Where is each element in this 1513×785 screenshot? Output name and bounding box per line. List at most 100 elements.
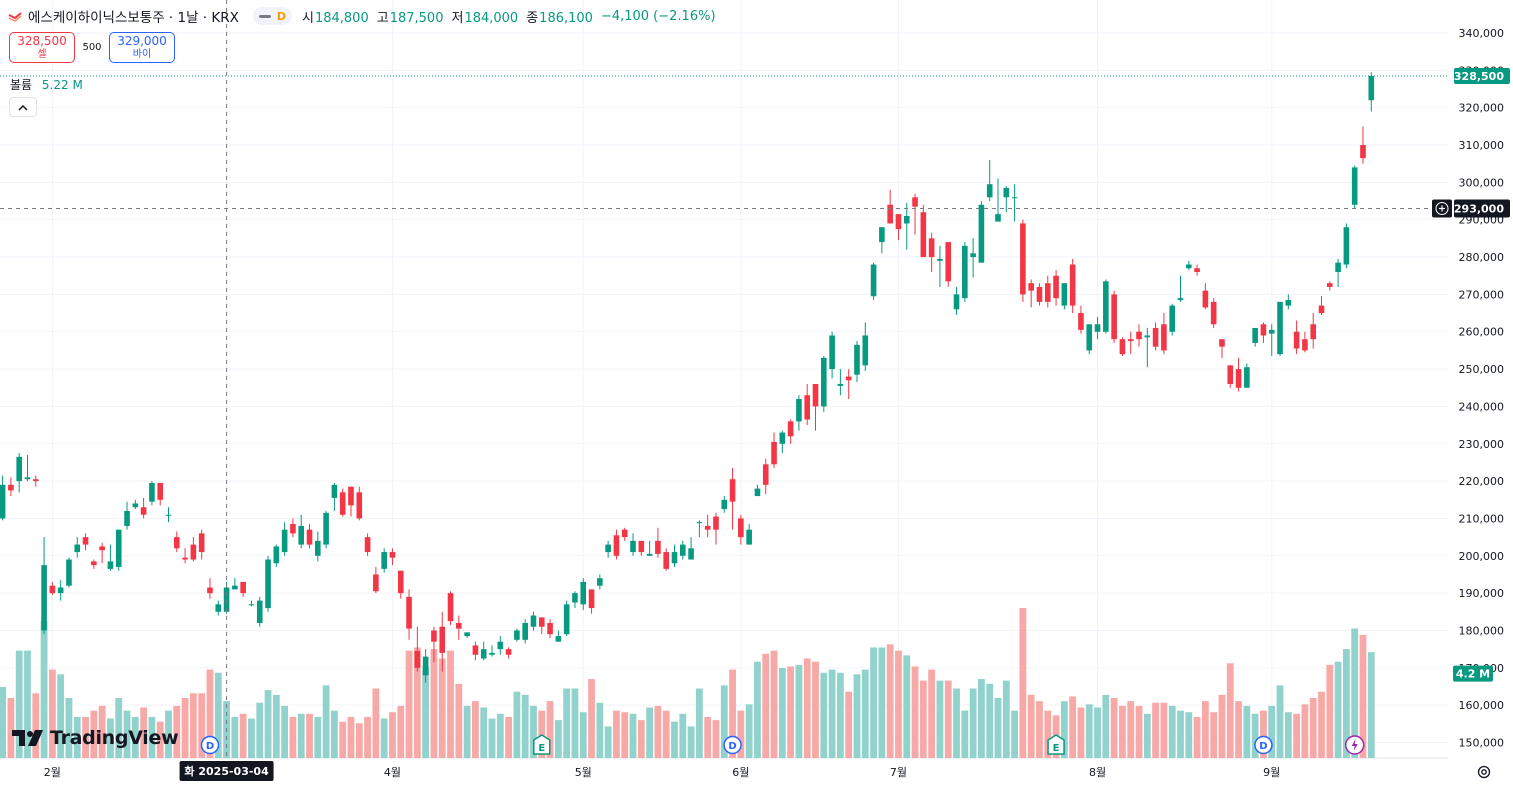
volume-bar — [596, 702, 604, 758]
volume-bar — [613, 710, 620, 758]
candle-body — [66, 559, 72, 586]
candle-body — [572, 593, 578, 603]
candle-body — [124, 510, 130, 526]
candle-body — [721, 499, 728, 510]
candle-body — [464, 632, 470, 637]
volume-bar — [1119, 705, 1126, 758]
volume-bar — [579, 712, 587, 758]
tradingview-logo[interactable]: TradingView — [12, 727, 179, 749]
volume-bar — [969, 688, 977, 758]
volume-bar — [397, 705, 405, 758]
volume-bar — [986, 683, 994, 758]
ohlc-value: 184,800 — [314, 10, 369, 26]
candle-body — [248, 604, 255, 606]
candle-body — [1327, 283, 1333, 287]
ohlc-key: 종 — [526, 10, 539, 26]
volume-bar — [413, 647, 421, 758]
volume-bar — [1226, 663, 1234, 758]
price-tick-label: 210,000 — [1459, 512, 1505, 525]
volume-bar — [704, 716, 712, 758]
volume-bar — [820, 672, 828, 758]
volume-bar — [189, 693, 197, 758]
candle-body — [1219, 339, 1225, 347]
candle-body — [787, 421, 794, 437]
volume-bar — [1077, 707, 1085, 758]
volume-bar — [604, 726, 612, 758]
volume-bar — [272, 694, 280, 758]
candle-body — [1302, 339, 1308, 351]
symbol-title[interactable]: 에스케이하이닉스보통주 · 1날 · KRX — [28, 10, 239, 26]
crosshair-price-tag — [1454, 199, 1510, 218]
volume-bar — [1185, 712, 1193, 758]
volume-bar — [1318, 691, 1325, 758]
price-tick-label: 150,000 — [1459, 737, 1505, 750]
candle-body — [281, 529, 288, 553]
volume-bar — [803, 658, 811, 758]
status-pill[interactable]: D — [252, 7, 292, 25]
candle-body — [903, 215, 910, 224]
volume-bar — [1301, 704, 1309, 758]
volume-bar — [745, 704, 753, 758]
candle-body — [1127, 339, 1134, 342]
candle-body — [754, 488, 761, 497]
candle-body — [1335, 262, 1341, 272]
candle-body — [165, 514, 172, 516]
volume-bar — [1152, 702, 1160, 758]
candle-body — [1368, 75, 1375, 101]
volume-bar — [115, 698, 123, 758]
month-label: 5월 — [575, 766, 592, 779]
volume-bar — [455, 683, 463, 758]
earnings-marker-label: E — [1053, 743, 1060, 754]
volume-bar — [629, 713, 637, 758]
last-price-tag — [1454, 67, 1510, 84]
order-quantity[interactable]: 500 — [82, 42, 102, 53]
dividend-marker — [1254, 735, 1273, 755]
candle-body — [315, 540, 321, 556]
sell-button[interactable]: 328,500 셀 — [9, 32, 75, 63]
buy-button[interactable]: 329,000 바이 — [109, 32, 175, 63]
candle-body — [1244, 367, 1250, 388]
candle-body — [149, 482, 155, 502]
volume-bar — [513, 691, 521, 758]
crosshair-price-label: 293,000 — [1454, 203, 1504, 216]
volume-bar — [621, 712, 629, 758]
volume-bar — [878, 647, 886, 758]
candle-body — [364, 537, 371, 553]
candle-body — [198, 533, 205, 553]
candle-body — [49, 585, 56, 594]
candle-body — [563, 604, 570, 635]
volume-bar — [1060, 701, 1068, 758]
candle-body — [671, 552, 678, 564]
candle-body — [1277, 301, 1283, 355]
collapse-legend-button[interactable] — [9, 97, 37, 117]
volume-bar — [289, 716, 297, 758]
gear-icon[interactable] — [1476, 764, 1492, 780]
candle-body — [1169, 305, 1175, 332]
volume-bar — [994, 698, 1002, 758]
volume-bar — [0, 686, 7, 758]
candle-body — [1136, 331, 1142, 340]
volume-bar — [107, 718, 114, 758]
volume-bar — [65, 698, 73, 758]
candle-body — [240, 581, 246, 594]
volume-bar — [654, 705, 662, 758]
volume-bar — [405, 650, 413, 758]
volume-bar — [82, 716, 89, 758]
volume-label: 볼륨 — [10, 78, 33, 92]
candle-body — [456, 623, 462, 629]
volume-bar — [90, 710, 98, 758]
candle-body — [522, 623, 528, 640]
volume-bar — [521, 694, 529, 758]
trade-panel: 328,500 셀 500 329,000 바이 — [9, 32, 175, 63]
candle-body — [937, 258, 943, 261]
volume-bar — [953, 688, 960, 758]
volume-value: 5.22 M — [41, 78, 83, 92]
candle-body — [945, 242, 952, 282]
volume-bar — [1251, 713, 1259, 758]
candle-body — [580, 581, 587, 605]
time-axis: 2월 4월 5월 6월 7월 8월 9월 화 2025-03-04 — [44, 761, 1280, 781]
dividend-marker — [200, 735, 220, 755]
volume-bar — [571, 688, 579, 758]
volume-bar — [15, 650, 23, 758]
